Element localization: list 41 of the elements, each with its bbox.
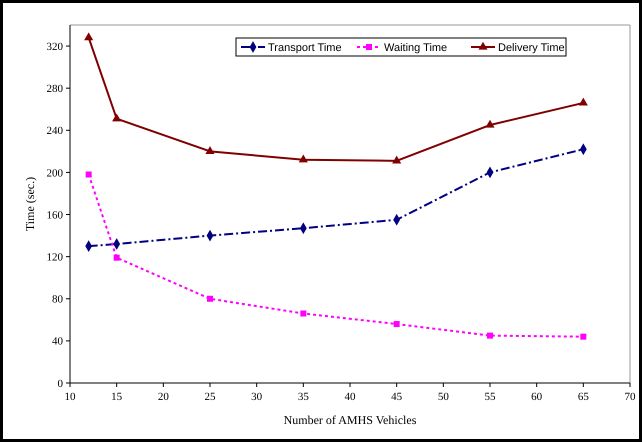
x-tick-label: 50 xyxy=(438,391,450,403)
y-tick-label: 240 xyxy=(46,125,64,138)
x-tick-label: 20 xyxy=(158,391,170,403)
point xyxy=(114,254,120,261)
point xyxy=(86,172,92,178)
x-tick-label: 60 xyxy=(531,391,543,403)
x-tick-label: 15 xyxy=(111,391,123,403)
point xyxy=(300,310,306,317)
y-tick-label: 40 xyxy=(52,336,64,348)
point xyxy=(485,120,495,128)
x-tick-label: 35 xyxy=(298,391,310,403)
y-tick-label: 120 xyxy=(46,251,64,264)
point xyxy=(578,98,588,106)
y-tick-label: 0 xyxy=(58,378,64,390)
y-tick-label: 80 xyxy=(52,294,64,306)
y-tick-label: 320 xyxy=(46,40,64,53)
point xyxy=(112,113,122,122)
y-tick-label: 160 xyxy=(46,209,64,222)
point xyxy=(207,296,213,302)
legend-label: Delivery Time xyxy=(498,42,565,54)
point xyxy=(205,146,215,154)
point xyxy=(487,332,493,339)
point xyxy=(84,32,94,40)
point xyxy=(394,321,400,328)
y-axis-title: Time (sec.) xyxy=(23,176,37,232)
x-tick-label: 30 xyxy=(251,391,263,403)
point xyxy=(298,154,308,162)
x-tick-label: 40 xyxy=(344,391,356,403)
y-tick-label: 280 xyxy=(46,83,64,96)
x-tick-label: 45 xyxy=(391,391,403,403)
legend-label: Transport Time xyxy=(268,42,342,54)
x-tick-label: 70 xyxy=(624,391,636,403)
x-tick-label: 65 xyxy=(578,391,590,403)
point xyxy=(580,334,586,340)
x-tick-label: 10 xyxy=(64,391,76,403)
point xyxy=(392,156,402,164)
x-axis-title: Number of AMHS Vehicles xyxy=(284,413,417,427)
x-tick-label: 25 xyxy=(204,391,216,403)
legend-label: Waiting Time xyxy=(384,42,448,54)
y-tick-label: 200 xyxy=(46,167,64,180)
x-tick-label: 55 xyxy=(484,391,496,403)
